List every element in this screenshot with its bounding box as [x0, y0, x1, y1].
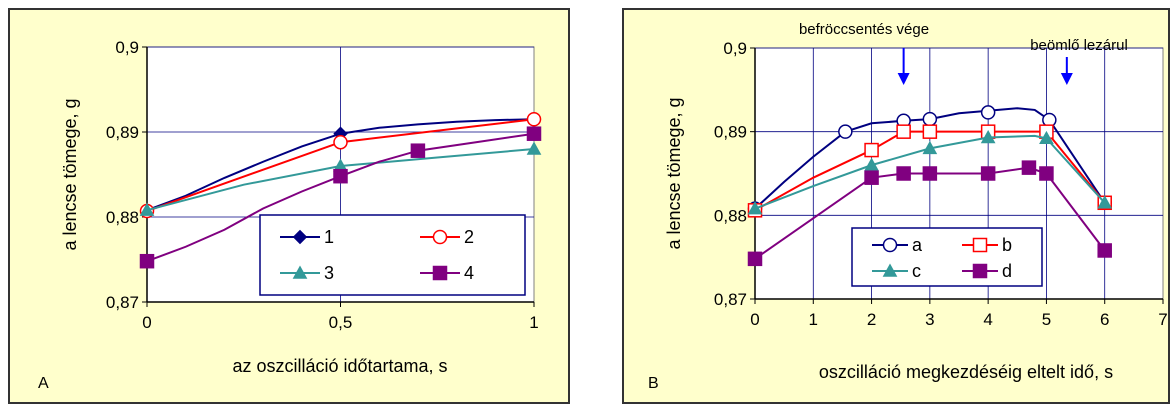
y-axis-label: a lencse tömege, g — [664, 97, 684, 249]
data-point-b — [896, 124, 911, 139]
panel-label: B — [648, 375, 659, 392]
legend-label-c: c — [912, 261, 921, 281]
data-point-b — [864, 142, 879, 158]
legend-label-4: 4 — [464, 263, 474, 283]
data-point-c — [980, 129, 996, 144]
legend-label-1: 1 — [324, 227, 334, 247]
series-line-b — [754, 130, 1106, 212]
annotation-arrow-head — [1060, 73, 1073, 85]
series-c — [747, 129, 1113, 215]
data-point-d — [1097, 243, 1112, 258]
legend-label-b: b — [1002, 235, 1012, 255]
annotation-text: beömlő lezárul — [1030, 37, 1128, 54]
data-point-4 — [333, 168, 348, 184]
data-point-2 — [526, 112, 542, 127]
data-point-d — [922, 166, 938, 181]
legend-label-d: d — [1002, 261, 1012, 281]
x-tick-label: 6 — [1100, 310, 1109, 329]
data-point-d — [747, 251, 763, 267]
x-tick-label: 5 — [1042, 310, 1051, 329]
x-tick-label: 4 — [983, 310, 992, 329]
data-point-d — [1021, 160, 1037, 175]
x-tick-label: 2 — [867, 310, 876, 329]
legend-marker-3 — [292, 265, 308, 279]
y-tick-label: 0,87 — [714, 290, 747, 309]
y-tick-label: 0,88 — [714, 206, 747, 225]
x-tick-label: 1 — [529, 313, 538, 332]
y-tick-label: 0,89 — [714, 123, 747, 142]
x-axis-label: oszcilláció megkezdéséig eltelt idő, s — [819, 362, 1113, 382]
y-tick-label: 0,88 — [106, 208, 139, 227]
chart-b-svg: 0 1 2 3 4 5 6 7 0,87 0,88 0,89 0,9 oszcilláció megke… — [648, 21, 1168, 392]
data-point-4 — [139, 253, 155, 269]
x-tick-label: 3 — [925, 310, 934, 329]
data-point-4 — [410, 143, 426, 158]
x-tick-label: 0,5 — [329, 313, 353, 332]
chart-panel-b: 0 1 2 3 4 5 6 7 0,87 0,88 0,89 0,9 oszcilláció megke… — [622, 8, 1170, 404]
legend-label-2: 2 — [464, 227, 474, 247]
data-point-c — [1097, 195, 1113, 209]
panel-label: A — [38, 375, 49, 392]
data-point-c — [747, 201, 763, 215]
data-point-3 — [139, 202, 155, 216]
y-axis-label: a lencse tömege, g — [60, 98, 80, 250]
data-point-a — [922, 111, 938, 127]
legend-marker-1 — [292, 229, 308, 245]
data-point-d — [1039, 166, 1054, 181]
data-point-3 — [526, 141, 542, 155]
legend-box — [259, 214, 526, 296]
data-point-d — [896, 166, 911, 181]
x-tick-label: 1 — [809, 310, 818, 329]
legend-marker-c — [882, 263, 898, 277]
data-point-c — [864, 157, 879, 171]
data-point-c — [922, 140, 938, 155]
series-4 — [139, 126, 542, 269]
legend-box — [851, 227, 1043, 287]
y-tick-label: 0,9 — [115, 38, 139, 57]
annotation-arrow-head — [897, 73, 910, 85]
y-tick-label: 0,9 — [723, 39, 747, 58]
legend-label-a: a — [912, 235, 923, 255]
chart-a-svg: 0 0,5 1 0,87 0,88 0,89 0,9 az oszcilláció időta… — [38, 38, 542, 392]
legend-marker-2 — [432, 229, 448, 245]
data-point-d — [864, 170, 879, 185]
legend-label-3: 3 — [324, 263, 334, 283]
data-point-4 — [526, 126, 542, 141]
y-tick-label: 0,87 — [106, 293, 139, 312]
x-tick-label: 0 — [142, 313, 151, 332]
x-tick-label: 7 — [1158, 310, 1167, 329]
series-line-4 — [146, 132, 535, 263]
legend-marker-d — [972, 263, 988, 279]
x-tick-label: 0 — [750, 310, 759, 329]
data-point-b — [922, 124, 938, 139]
data-point-a — [980, 105, 996, 120]
series-d — [747, 160, 1112, 267]
y-tick-label: 0,89 — [106, 123, 139, 142]
legend-marker-b — [972, 237, 988, 253]
annotation-text: befröccsentés vége — [799, 21, 929, 38]
chart-panel-a: 0 0,5 1 0,87 0,88 0,89 0,9 az oszcilláció időta… — [8, 8, 570, 404]
data-point-2 — [333, 134, 348, 150]
data-point-d — [980, 166, 996, 181]
x-axis-label: az oszcilláció időtartama, s — [232, 356, 447, 376]
legend-marker-4 — [432, 265, 448, 281]
data-point-c — [1039, 130, 1054, 145]
legend-marker-a — [882, 237, 898, 253]
data-point-a — [838, 124, 853, 139]
